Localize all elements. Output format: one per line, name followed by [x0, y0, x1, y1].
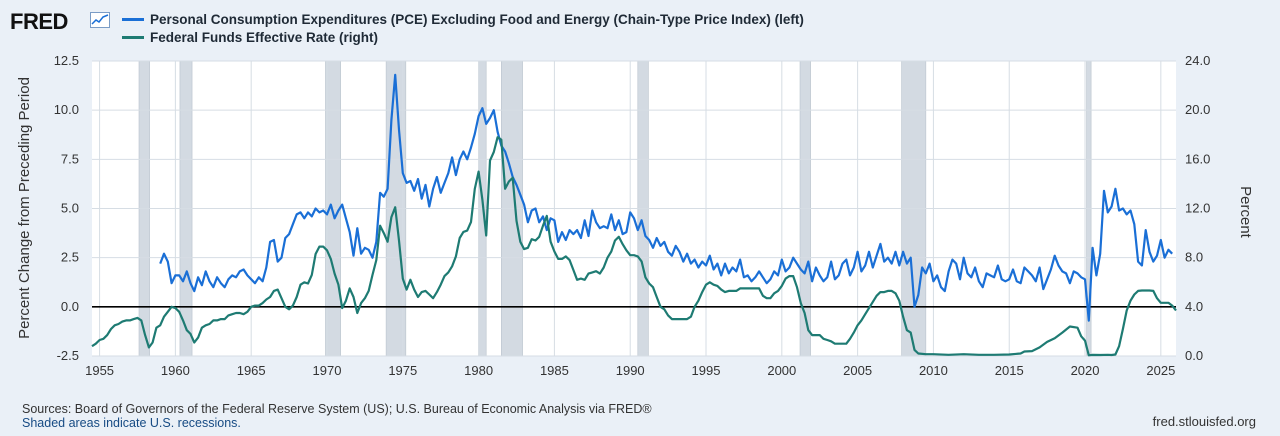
- x-tick-label-14: 2025: [1146, 363, 1175, 378]
- right-axis-ticks: 0.0 4.0 8.0 12.0 16.0 20.0 24.0: [1185, 53, 1210, 363]
- chart-footer: Sources: Board of Governors of the Feder…: [22, 402, 652, 430]
- legend-swatch-ffr: [122, 35, 144, 39]
- y-right-tick-label-1: 4.0: [1185, 299, 1203, 314]
- legend-swatch-pce: [122, 17, 144, 21]
- x-tick-label-4: 1975: [388, 363, 417, 378]
- y-left-tick-label-2: 2.5: [61, 250, 79, 265]
- x-tick-label-9: 2000: [767, 363, 796, 378]
- series-line-pce[interactable]: [159, 73, 1173, 322]
- x-tick-label-7: 1990: [616, 363, 645, 378]
- y-left-tick-label-0: -2.5: [57, 348, 79, 363]
- site-url[interactable]: fred.stlouisfed.org: [1152, 414, 1256, 429]
- chart-line-icon: [90, 12, 110, 28]
- recession-note: Shaded areas indicate U.S. recessions.: [22, 416, 241, 430]
- y-left-tick-label-1: 0.0: [61, 299, 79, 314]
- left-axis-ticks: -2.5 0.0 2.5 5.0 7.5 10.0 12.5: [54, 53, 79, 363]
- x-tick-label-2: 1965: [237, 363, 266, 378]
- y-right-tick-label-0: 0.0: [1185, 348, 1203, 363]
- series-lines: [91, 73, 1177, 357]
- x-tick-label-3: 1970: [313, 363, 342, 378]
- x-tick-label-13: 2020: [1071, 363, 1100, 378]
- right-axis-title: Percent: [1237, 186, 1254, 239]
- x-tick-label-10: 2005: [843, 363, 872, 378]
- y-right-tick-label-3: 12.0: [1185, 201, 1210, 216]
- y-left-tick-label-5: 10.0: [54, 102, 79, 117]
- x-tick-label-0: 1955: [85, 363, 114, 378]
- fred-logo[interactable]: FRED: [10, 9, 68, 34]
- x-tick-label-12: 2015: [995, 363, 1024, 378]
- legend: Personal Consumption Expenditures (PCE) …: [122, 10, 804, 46]
- legend-label-pce: Personal Consumption Expenditures (PCE) …: [150, 11, 804, 27]
- x-tick-label-1: 1960: [161, 363, 190, 378]
- y-right-tick-label-5: 20.0: [1185, 102, 1210, 117]
- sources-text: Sources: Board of Governors of the Feder…: [22, 402, 652, 416]
- dual-axis-line-chart: 1955 1960 1965 1970 1975 1980 1985 1990 1995 2000…: [16, 53, 1254, 378]
- legend-item-pce[interactable]: Personal Consumption Expenditures (PCE) …: [122, 10, 804, 28]
- y-left-tick-label-3: 5.0: [61, 201, 79, 216]
- y-right-tick-label-4: 16.0: [1185, 151, 1210, 166]
- y-right-tick-label-2: 8.0: [1185, 250, 1203, 265]
- x-tick-label-8: 1995: [692, 363, 721, 378]
- legend-label-ffr: Federal Funds Effective Rate (right): [150, 29, 379, 45]
- left-axis-title: Percent Change from Preceding Period: [16, 77, 33, 339]
- x-tick-label-5: 1980: [464, 363, 493, 378]
- y-right-tick-label-6: 24.0: [1185, 53, 1210, 68]
- y-left-tick-label-4: 7.5: [61, 151, 79, 166]
- chart-header: FRED Personal Consumption Expenditures (…: [0, 0, 1280, 50]
- legend-item-ffr[interactable]: Federal Funds Effective Rate (right): [122, 28, 804, 46]
- x-axis-ticks: 1955 1960 1965 1970 1975 1980 1985 1990 1995 2000…: [85, 363, 1175, 378]
- x-tick-label-11: 2010: [919, 363, 948, 378]
- series-line-fedfunds[interactable]: [91, 136, 1177, 357]
- x-tick-label-6: 1985: [540, 363, 569, 378]
- y-left-tick-label-6: 12.5: [54, 53, 79, 68]
